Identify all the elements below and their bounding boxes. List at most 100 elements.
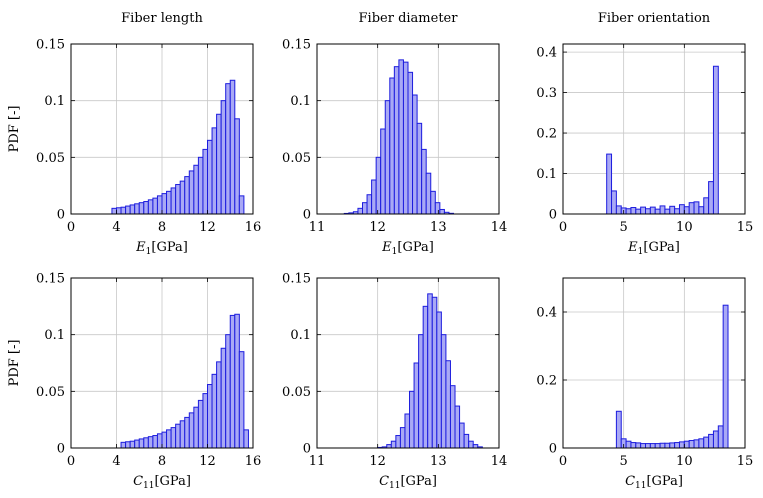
histogram-bar [220, 347, 227, 449]
histogram-bar [645, 208, 651, 215]
histogram-bar [649, 443, 656, 449]
histogram-bar [138, 202, 145, 215]
histogram-bar [399, 427, 406, 449]
x-tick-label: 0 [559, 220, 567, 235]
panel-5: 11 12 13 14 0 0.05 0.1 0.15 C11[GPa] [282, 272, 507, 492]
histogram-bar [243, 429, 249, 449]
histogram-bar [427, 293, 433, 449]
x-tick-label: 4 [112, 220, 120, 235]
x-tick-label: 16 [245, 220, 262, 235]
histogram-bar [398, 59, 404, 215]
histogram-bar [402, 61, 409, 215]
histogram-bar [434, 202, 441, 215]
histogram-bar [425, 172, 432, 215]
histogram-bar [211, 127, 218, 215]
y-tick-label: 0.2 [536, 127, 557, 142]
histogram-bar [625, 208, 632, 215]
histogram-bar [366, 194, 373, 215]
histogram-bar [683, 440, 690, 449]
y-tick-label: 0.05 [282, 385, 311, 400]
histogram-bar [166, 190, 172, 215]
histogram-bar [635, 442, 642, 449]
histogram-bar [698, 206, 705, 215]
x-tick-label: 15 [737, 454, 754, 469]
histogram-bar [693, 439, 700, 449]
histogram-bar [683, 206, 690, 215]
histogram-bar [436, 311, 442, 449]
histogram-bar [717, 425, 724, 449]
panel-3: 0 5 10 15 0 0.1 0.2 0.3 0.4 Fiber orientation E1[G… [536, 11, 753, 257]
x-tick-label: 12 [369, 220, 386, 235]
histogram-bar [640, 206, 647, 215]
x-tick-label: 0 [559, 454, 567, 469]
histogram-bar [375, 156, 382, 215]
x-tick-label: 11 [309, 220, 326, 235]
y-tick-label: 0.1 [536, 167, 557, 182]
x-tick-label: 13 [430, 454, 447, 469]
histogram-bar [674, 208, 680, 215]
x-axis-label: C11[GPa] [379, 474, 437, 491]
histogram-bar [445, 360, 451, 449]
histogram-bar [220, 100, 227, 215]
x-axis-label: E1[GPa] [627, 240, 680, 257]
histogram-bar [120, 206, 127, 215]
histogram-bar [703, 197, 710, 215]
histogram-bar [357, 207, 364, 215]
x-axis-label: E1[GPa] [135, 240, 188, 257]
histogram-bar [193, 164, 199, 215]
histogram-bar [703, 436, 710, 449]
histogram-bar [611, 190, 617, 215]
x-tick-label: 10 [676, 220, 693, 235]
histogram-bar [234, 118, 240, 215]
x-tick-label: 5 [620, 454, 628, 469]
histogram-bar [216, 113, 222, 215]
histogram-bar [161, 431, 168, 449]
histogram-bar [170, 187, 177, 215]
histogram-bar [116, 207, 122, 215]
histogram-bar [156, 433, 163, 449]
histogram-bar [152, 197, 158, 215]
y-tick-label: 0 [303, 208, 311, 223]
y-tick-label: 0 [57, 208, 65, 223]
histogram-bar [664, 442, 671, 449]
histogram-bar [416, 122, 423, 215]
y-tick-label: 0 [57, 442, 65, 457]
y-tick-label: 0.05 [282, 151, 311, 166]
histogram-bar [472, 444, 479, 449]
y-tick-label: 0.15 [36, 272, 65, 287]
chart-title: Fiber orientation [598, 11, 711, 26]
y-tick-label: 0.05 [36, 385, 65, 400]
histogram-bar [635, 208, 642, 215]
histogram-bar [386, 444, 392, 449]
histogram-bar [389, 77, 395, 215]
histogram-bar [439, 208, 445, 215]
histogram-bar [229, 314, 236, 449]
histogram-bar [649, 206, 656, 215]
y-tick-label: 0 [549, 208, 557, 223]
x-axis-label: E1[GPa] [381, 240, 434, 257]
histogram-bar [630, 442, 637, 449]
histogram-bar [238, 195, 245, 215]
y-tick-label: 0.15 [282, 272, 311, 287]
histogram-bar [659, 442, 666, 449]
histogram-bar [111, 207, 117, 215]
chart-title: Fiber diameter [359, 11, 459, 26]
histogram-bar [449, 385, 456, 449]
x-tick-label: 12 [369, 454, 386, 469]
histogram-bar [371, 179, 377, 215]
panel-2: 11 12 13 14 0 0.05 0.1 0.15 Fiber diameter E1[GPa… [282, 11, 507, 257]
histogram-bar [225, 334, 231, 449]
histogram-bar [175, 184, 181, 215]
histogram-bar [129, 204, 136, 215]
histogram-bar [395, 435, 401, 449]
histogram-bar [678, 204, 685, 215]
histogram-bar [688, 440, 695, 449]
y-tick-label: 0.1 [290, 328, 311, 343]
histogram-bar [362, 202, 368, 215]
histogram-bar [463, 433, 470, 449]
histogram-bar [693, 201, 700, 215]
x-axis-label: C11[GPa] [625, 474, 683, 491]
histogram-bar [459, 422, 465, 449]
histogram-bar [409, 390, 415, 449]
